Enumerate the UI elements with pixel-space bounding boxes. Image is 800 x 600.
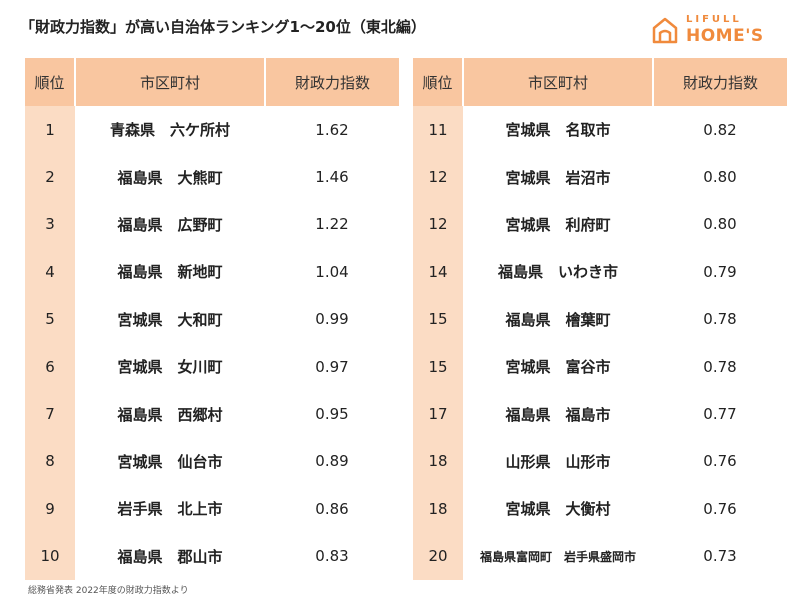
rank-cell: 17 [413, 390, 463, 438]
rank-cell: 1 [25, 106, 75, 154]
table-row: 12 宮城県 岩沼市 0.80 [413, 153, 787, 201]
rank-cell: 2 [25, 153, 75, 201]
municipality-cell: 宮城県 利府町 [505, 215, 611, 234]
municipality-cell: 福島県 大熊町 [117, 168, 223, 187]
table-row: 8 宮城県 仙台市 0.89 [25, 437, 399, 486]
municipality-cell: 福島県富岡町 岩手県盛岡市 [479, 549, 636, 564]
municipality-cell: 山形県 山形市 [505, 452, 611, 471]
table-row: 20 福島県富岡町 岩手県盛岡市 0.73 [413, 532, 787, 580]
index-value-cell: 0.82 [703, 120, 737, 139]
municipality-cell: 宮城県 女川町 [117, 358, 223, 377]
index-value-cell: 0.80 [703, 215, 737, 234]
rank-column-header: 順位 [25, 58, 76, 106]
index-value-cell: 0.95 [315, 405, 349, 424]
rank-cell: 18 [413, 485, 463, 533]
rank-cell: 11 [413, 106, 463, 154]
table-row: 18 山形県 山形市 0.76 [413, 437, 787, 486]
municipality-cell: 福島県 広野町 [117, 215, 223, 234]
rank-cell: 4 [25, 248, 75, 296]
index-value-cell: 0.86 [315, 499, 349, 518]
municipality-cell: 福島県 檜葉町 [505, 310, 611, 329]
index-value-cell: 0.76 [703, 452, 737, 471]
source-note: 総務省発表 2022年度の財政力指数より [28, 586, 189, 596]
logo-text-homes: HOME'S [686, 26, 764, 46]
table-row: 6 宮城県 女川町 0.97 [25, 342, 399, 391]
index-value-cell: 1.46 [315, 168, 349, 187]
municipality-cell: 福島県 新地町 [117, 263, 223, 282]
municipality-column-header: 市区町村 [75, 58, 266, 106]
table-row: 17 福島県 福島市 0.77 [413, 390, 787, 438]
ranking-table-left: 順位 市区町村 財政力指数 1 青森県 六ケ所村 1.62 2 福島県 大熊町 1.46 3… [25, 58, 399, 580]
index-value-cell: 1.62 [315, 120, 349, 139]
rank-cell: 20 [413, 532, 463, 580]
index-value-cell: 0.78 [703, 310, 737, 329]
table-row: 14 福島県 いわき市 0.79 [413, 248, 787, 296]
rank-cell: 15 [413, 342, 463, 391]
municipality-cell: 宮城県 岩沼市 [505, 168, 611, 187]
municipality-cell: 岩手県 北上市 [117, 500, 223, 519]
table-row: 5 宮城県 大和町 0.99 [25, 295, 399, 343]
lifull-homes-logo: LIFULL HOME'S [652, 14, 788, 48]
table-row: 4 福島県 新地町 1.04 [25, 248, 399, 296]
index-value-cell: 1.04 [315, 262, 349, 281]
rank-cell: 9 [25, 485, 75, 533]
table-row: 18 宮城県 大衡村 0.76 [413, 485, 787, 533]
municipality-cell: 宮城県 名取市 [505, 121, 611, 140]
rank-cell: 6 [25, 342, 75, 391]
municipality-cell: 宮城県 仙台市 [117, 452, 223, 471]
municipality-cell: 宮城県 大衡村 [505, 500, 611, 519]
index-column-header: 財政力指数 [265, 58, 399, 106]
index-value-cell: 0.79 [703, 262, 737, 281]
table-row: 15 宮城県 富谷市 0.78 [413, 342, 787, 391]
index-column-header: 財政力指数 [653, 58, 787, 106]
rank-cell: 15 [413, 295, 463, 343]
index-value-cell: 0.78 [703, 357, 737, 376]
table-header-row: 順位 市区町村 財政力指数 [25, 58, 399, 106]
table-row: 9 岩手県 北上市 0.86 [25, 485, 399, 533]
municipality-cell: 宮城県 大和町 [117, 310, 223, 329]
page-title: 「財政力指数」が高い自治体ランキング1〜20位（東北編） [20, 18, 426, 36]
rank-cell: 10 [25, 532, 75, 580]
logo-text-lifull: LIFULL [686, 14, 742, 25]
table-row: 15 福島県 檜葉町 0.78 [413, 295, 787, 343]
table-row: 3 福島県 広野町 1.22 [25, 200, 399, 249]
index-value-cell: 0.77 [703, 405, 737, 424]
rank-cell: 8 [25, 437, 75, 486]
municipality-cell: 宮城県 富谷市 [505, 358, 611, 377]
rank-cell: 5 [25, 295, 75, 343]
index-value-cell: 0.73 [703, 547, 737, 566]
index-value-cell: 1.22 [315, 215, 349, 234]
table-header-row: 順位 市区町村 財政力指数 [413, 58, 787, 106]
municipality-cell: 青森県 六ケ所村 [109, 121, 230, 140]
rank-cell: 14 [413, 248, 463, 296]
house-icon [652, 17, 678, 44]
table-row: 2 福島県 大熊町 1.46 [25, 153, 399, 201]
index-value-cell: 0.83 [315, 547, 349, 566]
index-value-cell: 0.76 [703, 499, 737, 518]
rank-cell: 18 [413, 437, 463, 486]
ranking-table-right: 順位 市区町村 財政力指数 11 宮城県 名取市 0.82 12 宮城県 岩沼市 0.80… [413, 58, 787, 580]
table-row: 7 福島県 西郷村 0.95 [25, 390, 399, 438]
municipality-cell: 福島県 いわき市 [497, 263, 618, 282]
table-row: 10 福島県 郡山市 0.83 [25, 532, 399, 580]
rank-column-header: 順位 [413, 58, 464, 106]
index-value-cell: 0.99 [315, 310, 349, 329]
municipality-cell: 福島県 郡山市 [117, 547, 223, 566]
table-row: 1 青森県 六ケ所村 1.62 [25, 106, 399, 154]
municipality-cell: 福島県 西郷村 [117, 405, 223, 424]
rank-cell: 7 [25, 390, 75, 438]
rank-cell: 12 [413, 153, 463, 201]
table-row: 12 宮城県 利府町 0.80 [413, 200, 787, 249]
index-value-cell: 0.89 [315, 452, 349, 471]
rank-cell: 3 [25, 200, 75, 249]
municipality-cell: 福島県 福島市 [505, 405, 611, 424]
index-value-cell: 0.97 [315, 357, 349, 376]
table-row: 11 宮城県 名取市 0.82 [413, 106, 787, 154]
index-value-cell: 0.80 [703, 168, 737, 187]
rank-cell: 12 [413, 200, 463, 249]
municipality-column-header: 市区町村 [463, 58, 654, 106]
